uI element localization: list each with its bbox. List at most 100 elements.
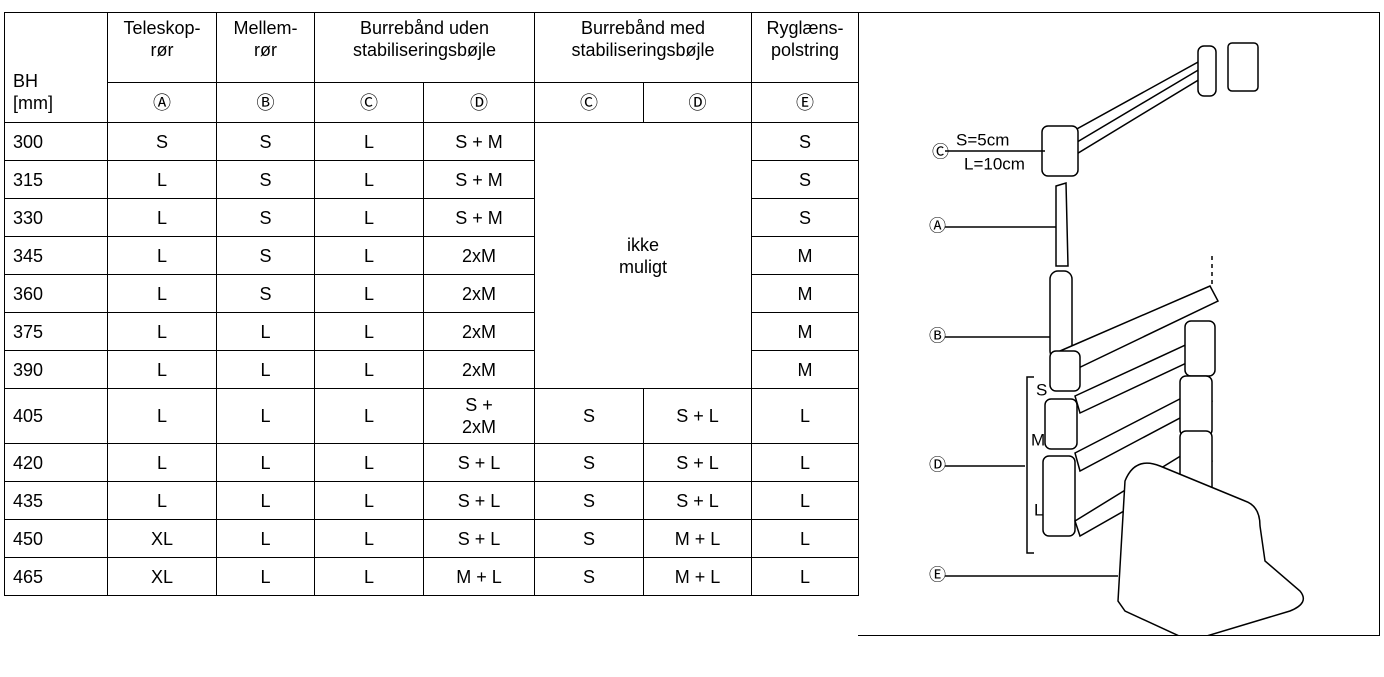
bh-cell: 345	[4, 236, 108, 275]
bh-cell: 450	[4, 519, 108, 558]
size-label: L	[1034, 500, 1043, 519]
marker-cell: Ⓒ	[534, 82, 644, 123]
bh-cell: 420	[4, 443, 108, 482]
size-cell: L	[107, 236, 217, 275]
size-cell: L	[314, 557, 424, 596]
size-cell: L	[314, 350, 424, 389]
marker-e: Ⓔ	[929, 565, 946, 584]
size-cell: L	[107, 350, 217, 389]
header-cell: Ryglæns- polstring	[751, 12, 859, 83]
size-cell: S + 2xM	[423, 388, 535, 444]
size-cell: S + L	[423, 519, 535, 558]
size-cell: L	[314, 274, 424, 313]
size-cell: S	[216, 236, 315, 275]
bh-cell: 330	[4, 198, 108, 237]
header-cell: BH [mm]	[4, 12, 108, 123]
size-cell: S	[534, 388, 644, 444]
header-cell: Burrebånd med stabiliseringsbøjle	[534, 12, 752, 83]
diagram: Ⓒ S=5cm L=10cm Ⓐ Ⓑ S M L Ⓓ Ⓔ	[929, 42, 1305, 642]
size-cell: L	[751, 388, 859, 444]
size-cell: M	[751, 274, 859, 313]
size-cell: L	[107, 312, 217, 351]
size-cell: M + L	[643, 557, 752, 596]
size-cell: L	[107, 388, 217, 444]
size-cell: L	[216, 388, 315, 444]
header-cell: Teleskop- rør	[107, 12, 217, 83]
strap-size: S=5cm	[956, 130, 1009, 149]
size-cell: L	[216, 481, 315, 520]
straps	[1042, 285, 1220, 538]
buckle	[1227, 42, 1259, 92]
size-cell: L	[216, 557, 315, 596]
size-cell: M	[751, 236, 859, 275]
marker-c: Ⓒ	[932, 142, 949, 161]
size-cell: XL	[107, 557, 217, 596]
size-table: BH [mm] Teleskop- rør Mellem- rør Burrebånd…	[4, 12, 859, 596]
bh-cell: 435	[4, 481, 108, 520]
size-cell: S	[107, 122, 217, 161]
size-cell: L	[751, 481, 859, 520]
size-cell: L	[216, 312, 315, 351]
size-cell: L	[314, 519, 424, 558]
size-cell: XL	[107, 519, 217, 558]
size-cell: L	[107, 481, 217, 520]
table-row: 390 L L L 2xM M	[4, 350, 859, 389]
size-cell: S	[534, 557, 644, 596]
size-cell: L	[216, 350, 315, 389]
backrest	[1117, 462, 1305, 642]
table-row: Ⓐ Ⓑ Ⓒ Ⓓ Ⓒ Ⓓ Ⓔ	[5, 82, 859, 123]
bh-cell: 375	[4, 312, 108, 351]
size-cell: L	[107, 274, 217, 313]
size-cell: S	[534, 481, 644, 520]
marker-cell: Ⓒ	[314, 82, 424, 123]
buckle	[1041, 125, 1079, 177]
size-cell: 2xM	[423, 350, 535, 389]
table-row: 375 L L L 2xM M	[4, 312, 859, 351]
bh-cell: 390	[4, 350, 108, 389]
size-cell: L	[314, 122, 424, 161]
strap-line	[1061, 68, 1201, 152]
size-cell: S	[216, 160, 315, 199]
marker-cell: Ⓑ	[216, 82, 315, 123]
size-cell: 2xM	[423, 312, 535, 351]
size-cell: S + M	[423, 122, 535, 161]
size-cell: L	[314, 443, 424, 482]
size-cell: L	[216, 443, 315, 482]
size-cell: S	[216, 274, 315, 313]
size-cell: L	[107, 160, 217, 199]
size-cell: L	[314, 312, 424, 351]
size-cell: L	[107, 198, 217, 237]
size-cell: S	[216, 198, 315, 237]
marker-cell: Ⓓ	[423, 82, 535, 123]
size-cell: L	[314, 198, 424, 237]
not-possible-cell: ikke muligt	[534, 122, 752, 389]
marker-cell: Ⓓ	[643, 82, 752, 123]
size-cell: L	[314, 481, 424, 520]
tube-b	[1049, 270, 1073, 360]
buckle	[1197, 45, 1217, 97]
size-cell: M	[751, 312, 859, 351]
size-label: S	[1036, 380, 1047, 399]
size-cell: L	[751, 557, 859, 596]
size-cell: S	[534, 443, 644, 482]
size-cell: S + L	[643, 388, 752, 444]
table-row: BH [mm] Teleskop- rør Mellem- rør Burrebånd…	[4, 12, 859, 123]
size-cell: S + L	[643, 443, 752, 482]
marker-a: Ⓐ	[929, 216, 946, 235]
marker-cell: Ⓔ	[751, 82, 859, 123]
size-cell: S + L	[423, 443, 535, 482]
size-label: M	[1031, 430, 1045, 449]
bh-cell: 465	[4, 557, 108, 596]
size-cell: L	[751, 443, 859, 482]
size-cell: L	[751, 519, 859, 558]
size-cell: L	[314, 388, 424, 444]
size-cell: S + M	[423, 160, 535, 199]
size-cell: S	[216, 122, 315, 161]
table-row: 345 L S L 2xM M	[4, 236, 859, 275]
